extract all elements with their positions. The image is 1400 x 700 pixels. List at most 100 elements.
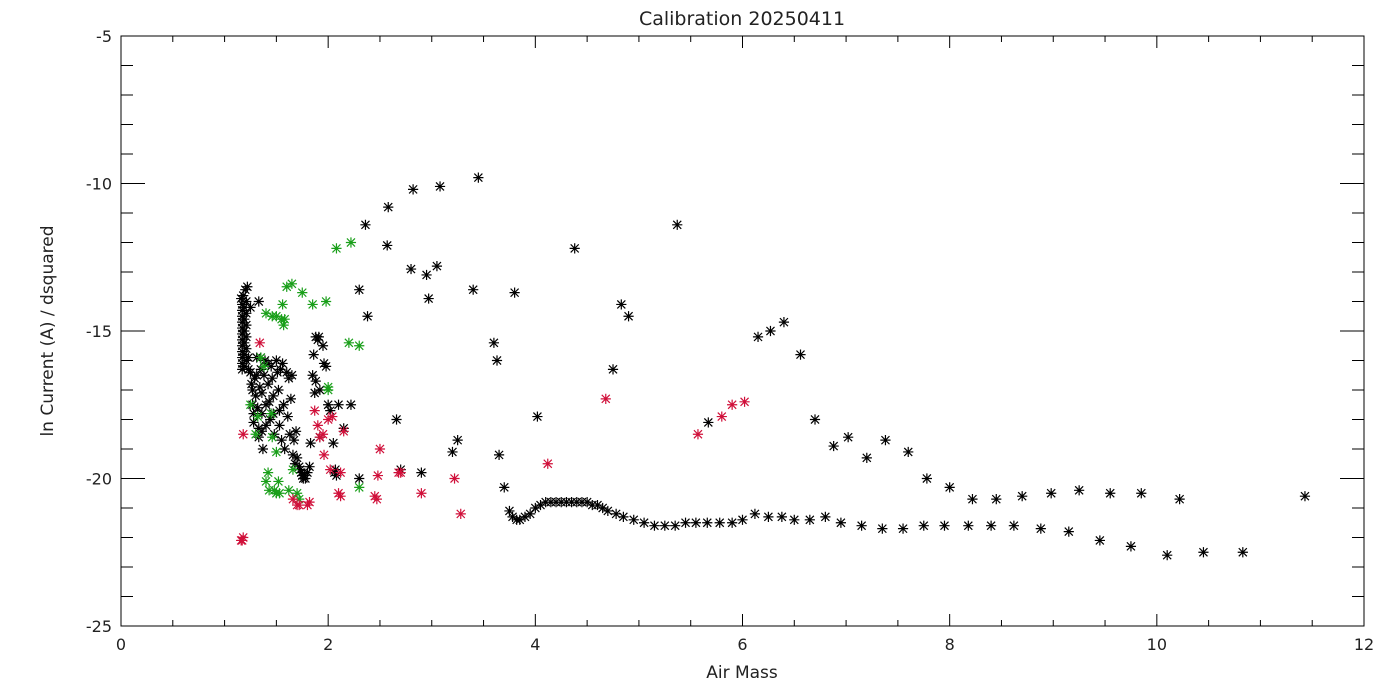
data-point <box>283 485 294 496</box>
data-point <box>239 302 250 313</box>
data-point <box>1035 523 1046 534</box>
data-point <box>281 367 292 378</box>
data-point <box>274 488 285 499</box>
data-point <box>618 511 629 522</box>
data-point <box>540 497 551 508</box>
data-point <box>304 497 315 508</box>
data-point <box>749 508 761 519</box>
data-point <box>260 420 272 431</box>
data-point <box>778 317 790 328</box>
data-point <box>944 482 955 493</box>
data-point <box>254 337 265 348</box>
data-point <box>449 473 460 484</box>
data-point <box>238 429 249 440</box>
data-point <box>237 311 248 322</box>
data-point <box>258 361 270 372</box>
data-point <box>287 449 299 460</box>
data-point <box>267 432 278 443</box>
data-point <box>247 384 258 396</box>
data-point <box>279 314 290 325</box>
data-point <box>468 284 479 295</box>
data-point <box>739 396 750 407</box>
data-point <box>333 488 344 499</box>
data-point <box>239 337 250 348</box>
data-point <box>248 408 259 419</box>
data-point <box>680 517 691 528</box>
data-point <box>237 358 248 369</box>
data-point <box>354 284 365 295</box>
data-point <box>304 461 315 472</box>
data-point <box>325 405 336 416</box>
data-point <box>556 497 567 508</box>
data-point <box>243 364 254 375</box>
data-point <box>421 269 432 281</box>
data-point <box>1162 550 1173 561</box>
data-point <box>371 494 382 505</box>
data-point <box>473 172 484 183</box>
data-point <box>271 355 282 366</box>
data-point <box>1174 494 1185 505</box>
data-point <box>597 502 608 514</box>
data-point <box>343 337 354 348</box>
data-point <box>431 261 443 272</box>
data-point <box>789 514 800 525</box>
data-point <box>623 311 634 322</box>
data-point <box>274 420 285 431</box>
data-point <box>843 432 854 443</box>
data-point <box>253 296 264 307</box>
data-point <box>237 340 248 351</box>
data-point <box>251 370 262 381</box>
data-point <box>488 337 499 348</box>
data-point <box>248 417 259 428</box>
x-tick-label: 8 <box>945 635 955 654</box>
data-point <box>504 505 515 517</box>
data-point <box>670 520 681 531</box>
x-tick-label: 4 <box>530 635 540 654</box>
data-point <box>245 302 256 313</box>
data-point <box>313 331 324 342</box>
data-point <box>382 240 393 251</box>
data-point <box>302 467 313 478</box>
data-point <box>690 517 701 528</box>
data-point <box>277 299 288 310</box>
x-axis-label: Air Mass <box>706 663 778 683</box>
data-point <box>275 364 286 375</box>
data-point <box>986 520 997 531</box>
data-point <box>530 502 541 514</box>
data-point <box>264 396 275 407</box>
y-axis-label: ln Current (A) / dsquared <box>38 225 58 436</box>
data-point <box>455 508 466 519</box>
data-point <box>582 497 593 508</box>
data-point <box>287 494 299 505</box>
data-point <box>278 399 289 410</box>
data-point <box>323 399 334 410</box>
data-point <box>276 435 287 446</box>
data-point <box>447 446 458 458</box>
data-point <box>360 219 371 230</box>
data-point <box>288 435 300 446</box>
data-point <box>702 517 713 528</box>
data-point <box>320 296 332 307</box>
data-point <box>491 355 503 366</box>
data-point <box>607 364 619 375</box>
data-point <box>1074 485 1085 496</box>
data-point <box>828 440 839 452</box>
data-point <box>519 511 531 522</box>
data-point <box>287 464 299 475</box>
data-point <box>328 438 339 449</box>
data-point <box>241 320 252 331</box>
data-point <box>820 511 831 522</box>
data-point <box>285 393 296 404</box>
data-point <box>237 328 248 340</box>
data-point <box>308 349 319 360</box>
y-tick-label: -5 <box>96 27 112 46</box>
data-point <box>532 411 543 422</box>
data-point <box>395 467 406 478</box>
data-point <box>266 408 277 419</box>
data-point <box>335 467 346 478</box>
data-point <box>289 458 301 469</box>
data-point <box>273 476 284 487</box>
data-point <box>294 499 305 511</box>
data-point <box>335 491 346 502</box>
